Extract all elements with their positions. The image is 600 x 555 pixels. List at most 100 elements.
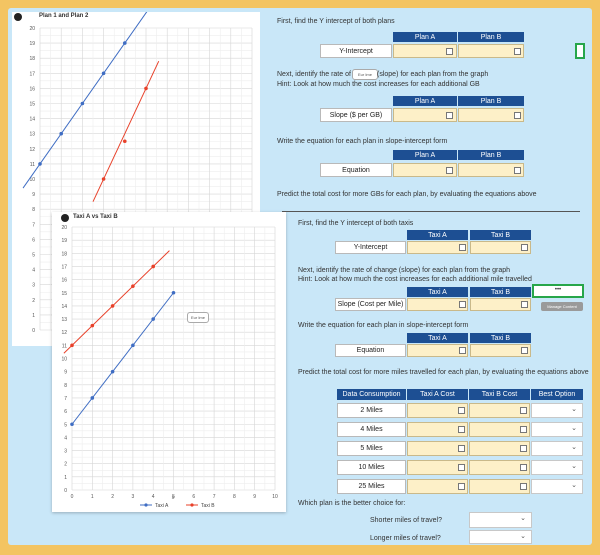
pred-taxi-a-check[interactable]: [458, 426, 465, 433]
taxi-intercept-b-check[interactable]: [521, 244, 528, 251]
plans-intercept-a-check[interactable]: [446, 48, 453, 55]
taxi-slope-b-input[interactable]: [470, 298, 531, 311]
taxi-intercept-a-check[interactable]: [459, 244, 466, 251]
q1-select[interactable]: ⌄: [469, 512, 532, 528]
pred-taxi-b-check[interactable]: [520, 483, 527, 490]
pred-taxi-b-check[interactable]: [520, 407, 527, 414]
pred-taxi-a-input[interactable]: [407, 441, 468, 456]
pred-taxi-b-input[interactable]: [469, 441, 530, 456]
taxi-step2a-text: Next, identify the rate of change (slope…: [298, 267, 511, 274]
y-tick-label: 15: [29, 102, 35, 108]
taxi-label-slope: Slope (Cost per Mile): [335, 298, 406, 311]
data-point: [70, 343, 74, 348]
data-point: [70, 422, 74, 427]
plans-slope-header-a: Plan A: [393, 96, 457, 106]
data-point: [123, 41, 127, 45]
plans-eq-a-input[interactable]: [393, 163, 457, 177]
manage-content-button[interactable]: Manage Content: [541, 302, 583, 311]
pred-best-select[interactable]: ⌄: [531, 479, 583, 494]
y-tick-label: 6: [32, 237, 35, 243]
pred-row-label: 4 Miles: [337, 422, 406, 437]
pred-taxi-a-check[interactable]: [458, 445, 465, 452]
y-tick-label: 19: [29, 41, 35, 47]
y-tick-label: 7: [32, 222, 35, 228]
taxi-step1-text: First, find the Y intercept of both taxi…: [298, 220, 414, 227]
pred-taxi-a-input[interactable]: [407, 403, 468, 418]
green-side-button[interactable]: [575, 43, 585, 59]
taxi-intercept-b-input[interactable]: [470, 241, 531, 254]
taxi-slope-a-check[interactable]: [459, 301, 466, 308]
pred-taxi-a-input[interactable]: [407, 479, 468, 494]
taxi-eq-b-check[interactable]: [521, 347, 528, 354]
plans-slope-a-check[interactable]: [446, 112, 453, 119]
pred-best-select[interactable]: ⌄: [531, 403, 583, 418]
x-tick-label: 10: [272, 494, 278, 500]
y-tick-label: 5: [32, 253, 35, 259]
plans-label-slope: Slope ($ per GB): [320, 108, 392, 122]
pred-best-select[interactable]: ⌄: [531, 460, 583, 475]
x-tick-label: 9: [253, 494, 256, 500]
plans-step2a-suffix: (slope) for each plan from the graph: [377, 71, 489, 78]
chart1-menu-icon[interactable]: [14, 13, 22, 21]
pred-best-select[interactable]: ⌄: [531, 441, 583, 456]
data-point: [123, 139, 127, 144]
plans-tooltip: Eur Ime: [352, 69, 378, 80]
pred-taxi-a-check[interactable]: [458, 464, 465, 471]
plans-intercept-a-input[interactable]: [393, 44, 457, 58]
pred-taxi-a-check[interactable]: [458, 483, 465, 490]
plans-step4-text: Predict the total cost for more GBs for …: [277, 191, 537, 198]
q2-select[interactable]: ⌄: [469, 530, 532, 544]
data-point: [90, 323, 95, 328]
data-point: [90, 396, 95, 400]
y-tick-label: 14: [29, 117, 35, 123]
plans-eq-b-input[interactable]: [458, 163, 524, 177]
y-tick-label: 9: [32, 192, 35, 198]
plans-eq-a-check[interactable]: [446, 167, 453, 174]
data-point: [171, 290, 176, 295]
pred-taxi-a-input[interactable]: [407, 422, 468, 437]
pred-taxi-b-input[interactable]: [469, 479, 530, 494]
data-point: [110, 369, 115, 374]
pred-taxi-b-check[interactable]: [520, 445, 527, 452]
pred-taxi-b-check[interactable]: [520, 464, 527, 471]
plans-step3-text: Write the equation for each plan in slop…: [277, 138, 448, 145]
y-tick-label: 8: [64, 383, 67, 389]
taxi-eq-b-input[interactable]: [470, 344, 531, 357]
y-tick-label: 4: [64, 435, 67, 441]
pred-best-select[interactable]: ⌄: [531, 422, 583, 437]
pred-taxi-a-input[interactable]: [407, 460, 468, 475]
pred-taxi-a-check[interactable]: [458, 407, 465, 414]
pred-taxi-b-input[interactable]: [469, 403, 530, 418]
more-options-button[interactable]: •••: [532, 284, 584, 298]
chart2-menu-icon[interactable]: [61, 214, 69, 222]
plans-intercept-b-input[interactable]: [458, 44, 524, 58]
y-tick-label: 17: [29, 71, 35, 77]
plans-slope-b-input[interactable]: [458, 108, 524, 122]
section-divider: [282, 211, 580, 212]
y-tick-label: 9: [64, 370, 67, 376]
taxi-eq-header-b: Taxi B: [470, 333, 531, 343]
taxi-header-b: Taxi B: [470, 230, 531, 240]
data-point: [131, 284, 135, 288]
taxi-eq-a-input[interactable]: [407, 344, 468, 357]
data-point: [59, 131, 63, 136]
taxi-slope-a-input[interactable]: [407, 298, 468, 311]
plans-step2b-text: Hint: Look at how much the cost increase…: [277, 81, 480, 88]
pred-taxi-b-input[interactable]: [469, 460, 530, 475]
y-tick-label: 19: [61, 238, 67, 244]
plans-intercept-b-check[interactable]: [514, 48, 521, 55]
taxi-header-a: Taxi A: [407, 230, 468, 240]
x-tick-label: 7: [213, 494, 216, 500]
taxi-eq-header-a: Taxi A: [407, 333, 468, 343]
taxi-intercept-a-input[interactable]: [407, 241, 468, 254]
plans-eq-b-check[interactable]: [514, 167, 521, 174]
plans-slope-a-input[interactable]: [393, 108, 457, 122]
taxi-slope-b-check[interactable]: [521, 301, 528, 308]
y-tick-label: 11: [62, 343, 67, 349]
pred-taxi-b-input[interactable]: [469, 422, 530, 437]
y-tick-label: 1: [32, 313, 35, 319]
y-tick-label: 13: [61, 317, 67, 323]
pred-taxi-b-check[interactable]: [520, 426, 527, 433]
taxi-eq-a-check[interactable]: [459, 347, 466, 354]
plans-slope-b-check[interactable]: [514, 112, 521, 119]
